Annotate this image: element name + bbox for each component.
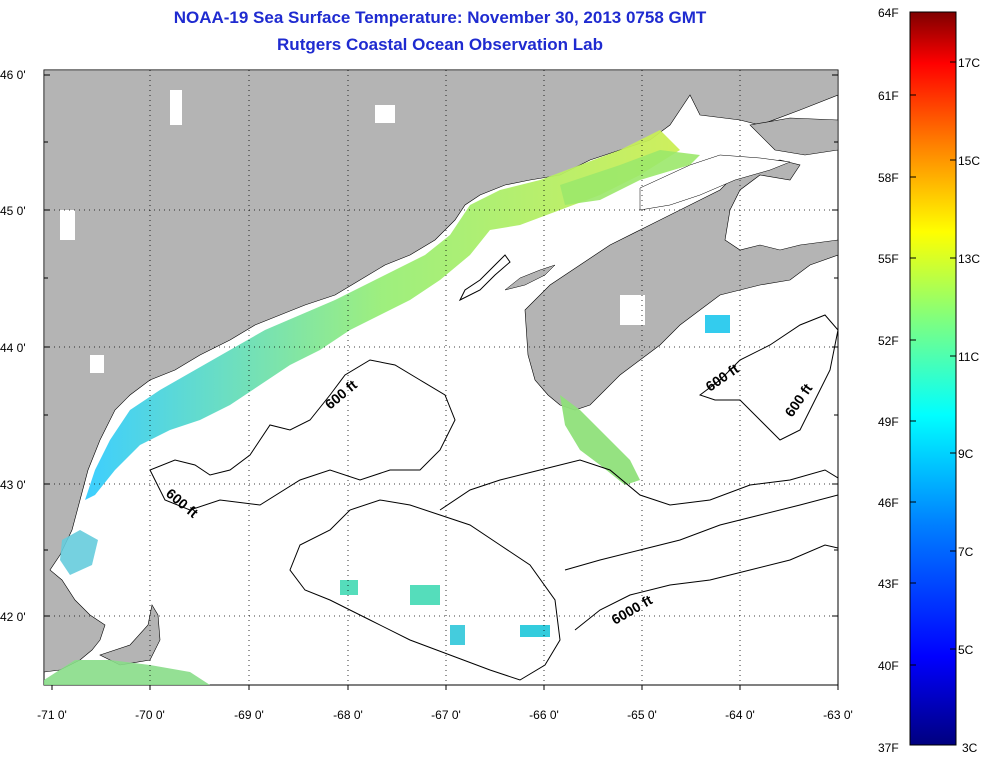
colorbar-f-43: 43F (878, 577, 899, 591)
bay-of-fundy (639, 154, 791, 211)
map-subtitle: Rutgers Coastal Ocean Observation Lab (277, 35, 603, 54)
land-mainland (44, 70, 838, 673)
sst-patch-south-4 (340, 580, 358, 595)
lat-label-42: 42 0' (0, 610, 26, 624)
sst-southwest-patch (44, 660, 210, 685)
lake-patch-2 (375, 105, 395, 123)
lon-label-64: -64 0' (725, 708, 755, 722)
lon-label-68: -68 0' (333, 708, 363, 722)
sst-patch-east (705, 315, 730, 333)
colorbar-c-3: 3C (962, 741, 978, 755)
lake-patch-3 (60, 210, 75, 240)
colorbar-f-52: 52F (878, 334, 899, 348)
lon-label-66: -66 0' (529, 708, 559, 722)
colorbar-c-17: 17C (958, 56, 980, 70)
contour-600ft-east (439, 459, 838, 511)
contour-600ft-gulf (149, 359, 456, 511)
sst-patch-south-2 (410, 585, 440, 605)
map-ticks (44, 74, 839, 690)
lat-label-43: 43 0' (0, 478, 26, 492)
contour-600ft-georges (289, 499, 561, 681)
contour-600ft-shelf (564, 494, 838, 571)
sst-patch-south-3 (450, 625, 465, 645)
colorbar-f-37: 37F (878, 741, 899, 755)
sst-cape-patch (60, 530, 98, 575)
lon-label-63: -63 0' (823, 708, 853, 722)
lon-label-69: -69 0' (234, 708, 264, 722)
colorbar-f-64: 64F (878, 6, 899, 20)
contour-600ft-fundy (458, 254, 511, 302)
land-grand-manan (504, 264, 556, 291)
land-pei (749, 117, 838, 156)
colorbar-c-9: 9C (958, 447, 974, 461)
colorbar-f-61: 61F (878, 89, 899, 103)
colorbar-c-15: 15C (958, 154, 980, 168)
colorbar-ticks (910, 61, 956, 666)
colorbar-f-40: 40F (878, 659, 899, 673)
lake-patch-4 (90, 355, 104, 373)
lake-patch-1 (170, 90, 182, 125)
lon-label-71: -71 0' (37, 708, 67, 722)
lon-label-70: -70 0' (135, 708, 165, 722)
colorbar-f-49: 49F (878, 415, 899, 429)
colorbar (909, 11, 957, 746)
sst-bay-band (560, 150, 700, 205)
colorbar-f-46: 46F (878, 496, 899, 510)
lon-label-65: -65 0' (627, 708, 657, 722)
lat-label-46: 46 0' (0, 68, 26, 82)
lat-label-45: 45 0' (0, 204, 26, 218)
lon-label-67: -67 0' (431, 708, 461, 722)
colorbar-c-7: 7C (958, 545, 974, 559)
sst-nova-scotia-tip (560, 395, 640, 485)
sst-patch-south-1 (520, 625, 550, 637)
colorbar-f-55: 55F (878, 252, 899, 266)
contour-600ft-scotian (698, 314, 838, 441)
lat-label-44: 44 0' (0, 341, 26, 355)
colorbar-f-58: 58F (878, 171, 899, 185)
map-title: NOAA-19 Sea Surface Temperature: Novembe… (173, 8, 707, 27)
colorbar-c-11: 11C (958, 350, 979, 364)
colorbar-c-5: 5C (958, 643, 974, 657)
colorbar-c-13: 13C (958, 252, 980, 266)
contour-6000ft (574, 544, 838, 631)
lake-patch-5 (620, 295, 645, 325)
